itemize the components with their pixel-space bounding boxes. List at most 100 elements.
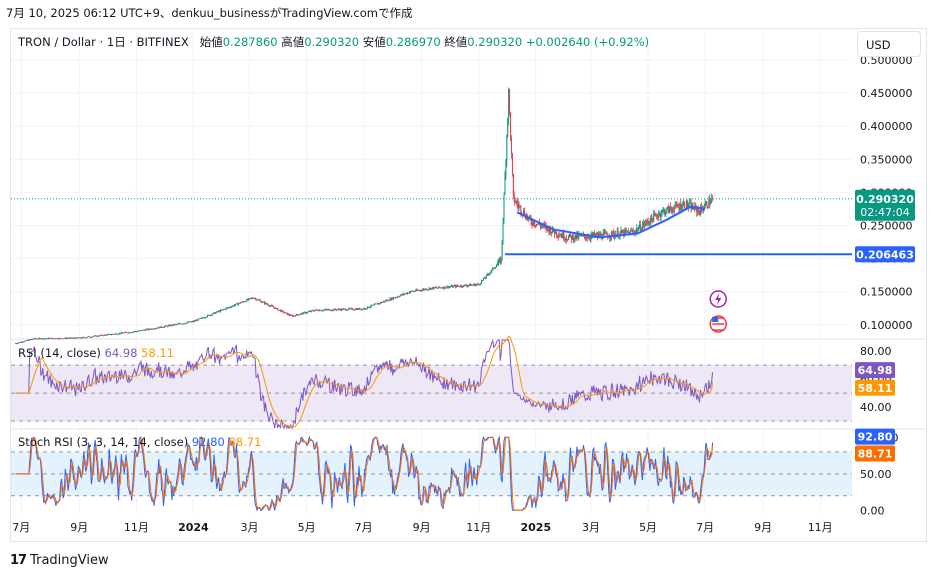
candle-body — [439, 287, 441, 289]
candle-body — [38, 338, 40, 339]
candle-body — [139, 330, 141, 332]
candle-body — [422, 289, 424, 291]
candle-body — [684, 202, 686, 209]
candle-body — [565, 238, 567, 240]
candle-body — [409, 291, 411, 293]
candle-body — [640, 223, 642, 231]
candle-body — [157, 327, 159, 329]
candle-body — [182, 323, 184, 325]
candle-body — [102, 334, 104, 336]
candle-body — [180, 323, 182, 325]
candle-body — [93, 335, 95, 337]
candle-body — [362, 308, 364, 310]
candle-body — [29, 339, 31, 341]
candle-body — [243, 301, 245, 303]
candle-body — [635, 230, 637, 234]
stoch-k-value-tag-label: 92.80 — [858, 431, 893, 444]
candle-body — [19, 342, 21, 344]
stoch-label[interactable]: Stoch RSI (3, 3, 14, 14, close) — [18, 435, 189, 449]
candle-body — [34, 338, 36, 339]
candle-body — [188, 321, 190, 323]
candle-body — [481, 280, 483, 284]
candle-body — [223, 309, 225, 310]
candle-body — [509, 89, 511, 113]
candle-body — [471, 284, 473, 286]
candle-body — [472, 284, 474, 286]
candle-body — [259, 300, 261, 301]
candle-body — [294, 315, 296, 317]
candle-body — [555, 231, 557, 236]
candle-body — [269, 305, 271, 307]
candle-body — [130, 332, 132, 334]
candle-body — [636, 228, 638, 231]
candle-body — [507, 118, 509, 137]
candle-body — [218, 310, 220, 312]
candle-body — [77, 337, 79, 339]
candle-body — [59, 338, 61, 339]
candle-body — [98, 336, 100, 337]
candle-body — [572, 235, 574, 241]
candle-body — [74, 337, 76, 339]
candle-body — [305, 312, 307, 314]
candle-body — [347, 309, 349, 311]
candle-body — [380, 302, 382, 304]
candle-body — [374, 303, 376, 305]
candle-body — [409, 292, 411, 294]
candle-body — [663, 209, 665, 211]
candle-body — [287, 313, 289, 315]
candle-body — [226, 307, 228, 309]
candle-body — [451, 285, 453, 287]
candle-body — [167, 325, 169, 327]
candle-body — [87, 336, 89, 338]
candle-body — [37, 338, 39, 340]
candle-body — [276, 307, 278, 309]
candle-body — [458, 286, 460, 287]
candle-body — [148, 328, 150, 330]
candle-body — [255, 298, 257, 300]
candle-body — [601, 238, 603, 239]
candle-body — [266, 304, 268, 305]
candle-body — [94, 335, 96, 337]
rsi-label[interactable]: RSI (14, close) — [18, 346, 101, 360]
candle-body — [209, 314, 211, 316]
candle-body — [518, 205, 520, 207]
candle-body — [109, 334, 111, 335]
candle-body — [43, 338, 45, 340]
candle-body — [599, 233, 601, 237]
candle-body — [371, 305, 373, 307]
candle-body — [50, 338, 52, 339]
candle-body — [85, 337, 87, 339]
candle-body — [464, 284, 466, 286]
candle-body — [505, 160, 507, 176]
candle-body — [124, 332, 126, 333]
candle-body — [383, 301, 385, 303]
tradingview-logo[interactable]: 17 TradingView — [10, 553, 109, 568]
candle-body — [476, 284, 478, 286]
candle-body — [309, 311, 311, 312]
rsi-ma-value-tag — [855, 379, 895, 396]
candle-body — [222, 309, 224, 311]
candle-body — [245, 301, 247, 303]
candle-body — [593, 232, 595, 236]
candle-body — [153, 328, 155, 330]
currency-button[interactable]: USD — [857, 31, 921, 57]
candle-body — [462, 286, 464, 288]
candle-body — [706, 202, 708, 208]
candle-body — [702, 209, 704, 212]
candle-body — [487, 274, 489, 276]
candle-body — [152, 329, 154, 330]
symbol-label[interactable]: TRON / Dollar · 1日 · BITFINEX — [18, 35, 189, 49]
candle-body — [99, 335, 101, 337]
candle-body — [129, 332, 131, 334]
candle-body — [336, 309, 338, 311]
candle-body — [592, 233, 594, 236]
candle-body — [359, 308, 361, 310]
candle-body — [389, 298, 391, 301]
candle-body — [198, 318, 200, 320]
candle-body — [256, 299, 258, 301]
price-tick-label: 0.400000 — [860, 120, 913, 133]
candle-body — [293, 315, 295, 317]
candle-body — [83, 337, 85, 338]
candle-body — [550, 227, 552, 234]
